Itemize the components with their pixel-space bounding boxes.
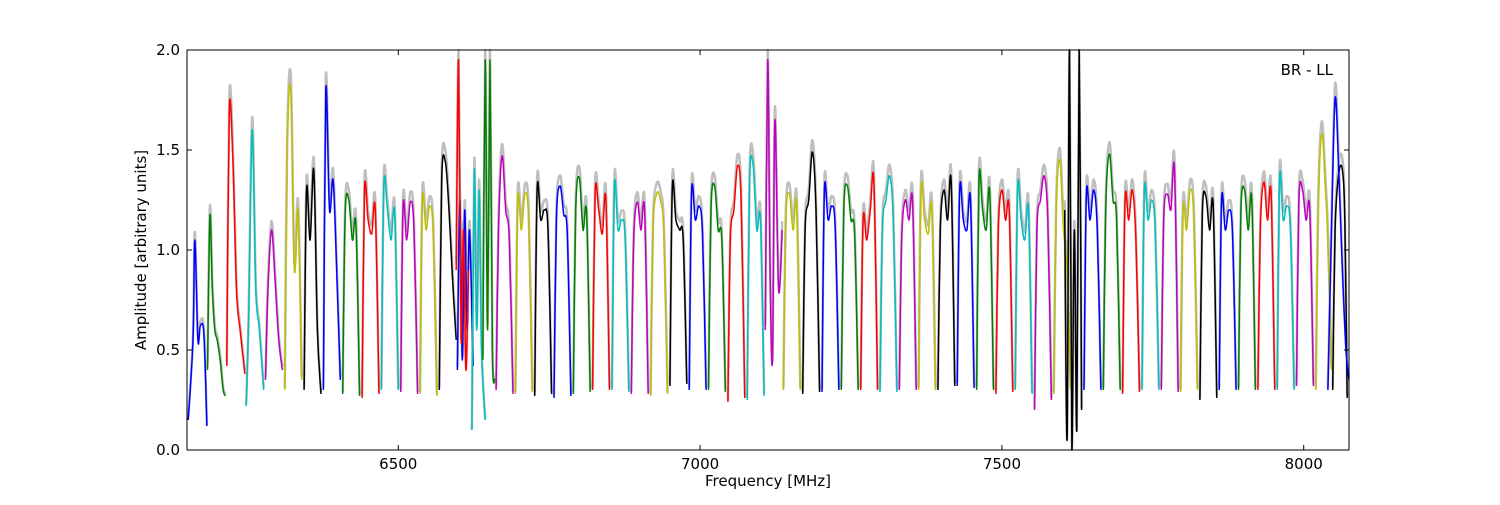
series-segment-50 [1102,153,1121,391]
series-segment-35 [821,181,840,393]
series-segment-39 [898,192,917,391]
series-segment-46 [1033,174,1053,411]
y-axis-label: Amplitude [arbitrary units] [132,150,150,350]
series-segment-18 [495,155,514,395]
series-segment-41 [937,174,956,391]
tick-layer: 6500 7000 7500 8000 0.0 0.5 1.0 1.5 2.0 [156,41,1349,473]
y-tick-label-1: 0.5 [156,341,180,359]
x-tick-label-0: 6500 [379,455,417,473]
x-axis-label: Frequency [MHz] [705,472,831,490]
series-segment-5 [284,83,303,391]
series-segment-12 [419,191,438,397]
series-segment-28 [688,183,707,391]
series-segment-32 [764,59,783,367]
series-segment-19 [514,191,534,395]
series-segment-30 [727,164,746,403]
series-segment-10 [380,175,400,391]
y-tick-label-2: 1.0 [156,241,180,259]
series-segment-63 [1327,96,1350,391]
series-segment-25 [630,200,649,395]
x-tick-label-2: 7500 [983,455,1021,473]
series-segment-2 [226,98,246,375]
series-segment-34 [801,151,821,395]
series-segment-13 [438,154,457,391]
series-segment-55 [1199,190,1218,401]
series-segment-51 [1121,189,1141,395]
series-segment-42 [956,181,975,389]
series-segment-61 [1315,133,1333,391]
panel-annotation: BR - LL [1281,61,1334,79]
series-segment-8 [341,192,361,397]
series-segment-4 [264,229,284,381]
series-segment-21 [553,185,572,399]
series-segment-33 [782,191,802,391]
series-segment-57 [1237,185,1257,391]
y-tick-label-0: 0.0 [156,441,180,459]
series-segment-17 [482,59,496,384]
series-segment-1 [206,213,227,397]
series-segment-62 [1331,164,1348,399]
series-segment-54 [1179,188,1199,393]
series-segment-49 [1083,185,1102,391]
series-layer [187,49,1350,451]
series-segment-53 [1160,161,1179,393]
series-segment-52 [1141,181,1160,391]
series-segment-40 [917,180,937,391]
series-segment-11 [399,199,419,395]
y-tick-label-3: 1.5 [156,141,180,159]
series-segment-56 [1218,191,1237,391]
series-segment-29 [707,182,727,393]
series-segment-9 [361,180,380,399]
x-tick-label-1: 7000 [681,455,719,473]
series-segment-20 [533,180,553,397]
series-segment-36 [840,183,859,391]
series-segment-59 [1276,170,1295,391]
series-segment-31 [746,154,765,401]
series-segment-38 [879,174,898,393]
series-segment-6 [303,167,322,395]
series-segment-23 [591,182,611,391]
series-segment-15 [455,59,470,371]
series-segment-27 [669,179,688,387]
series-segment-44 [995,189,1014,395]
series-segment-0 [187,239,208,427]
series-segment-58 [1257,181,1276,391]
series-segment-3 [245,129,265,407]
y-tick-label-4: 2.0 [156,41,180,59]
series-segment-7 [322,85,342,391]
series-segment-22 [572,175,591,395]
series-segment-24 [611,179,630,393]
series-segment-48 [1063,49,1083,451]
series-segment-26 [649,191,669,397]
series-segment-43 [975,168,995,391]
series-segment-37 [859,171,879,391]
series-segment-45 [1014,178,1033,395]
x-tick-label-3: 8000 [1285,455,1323,473]
series-segment-16 [471,168,486,431]
series-segment-60 [1295,180,1315,387]
